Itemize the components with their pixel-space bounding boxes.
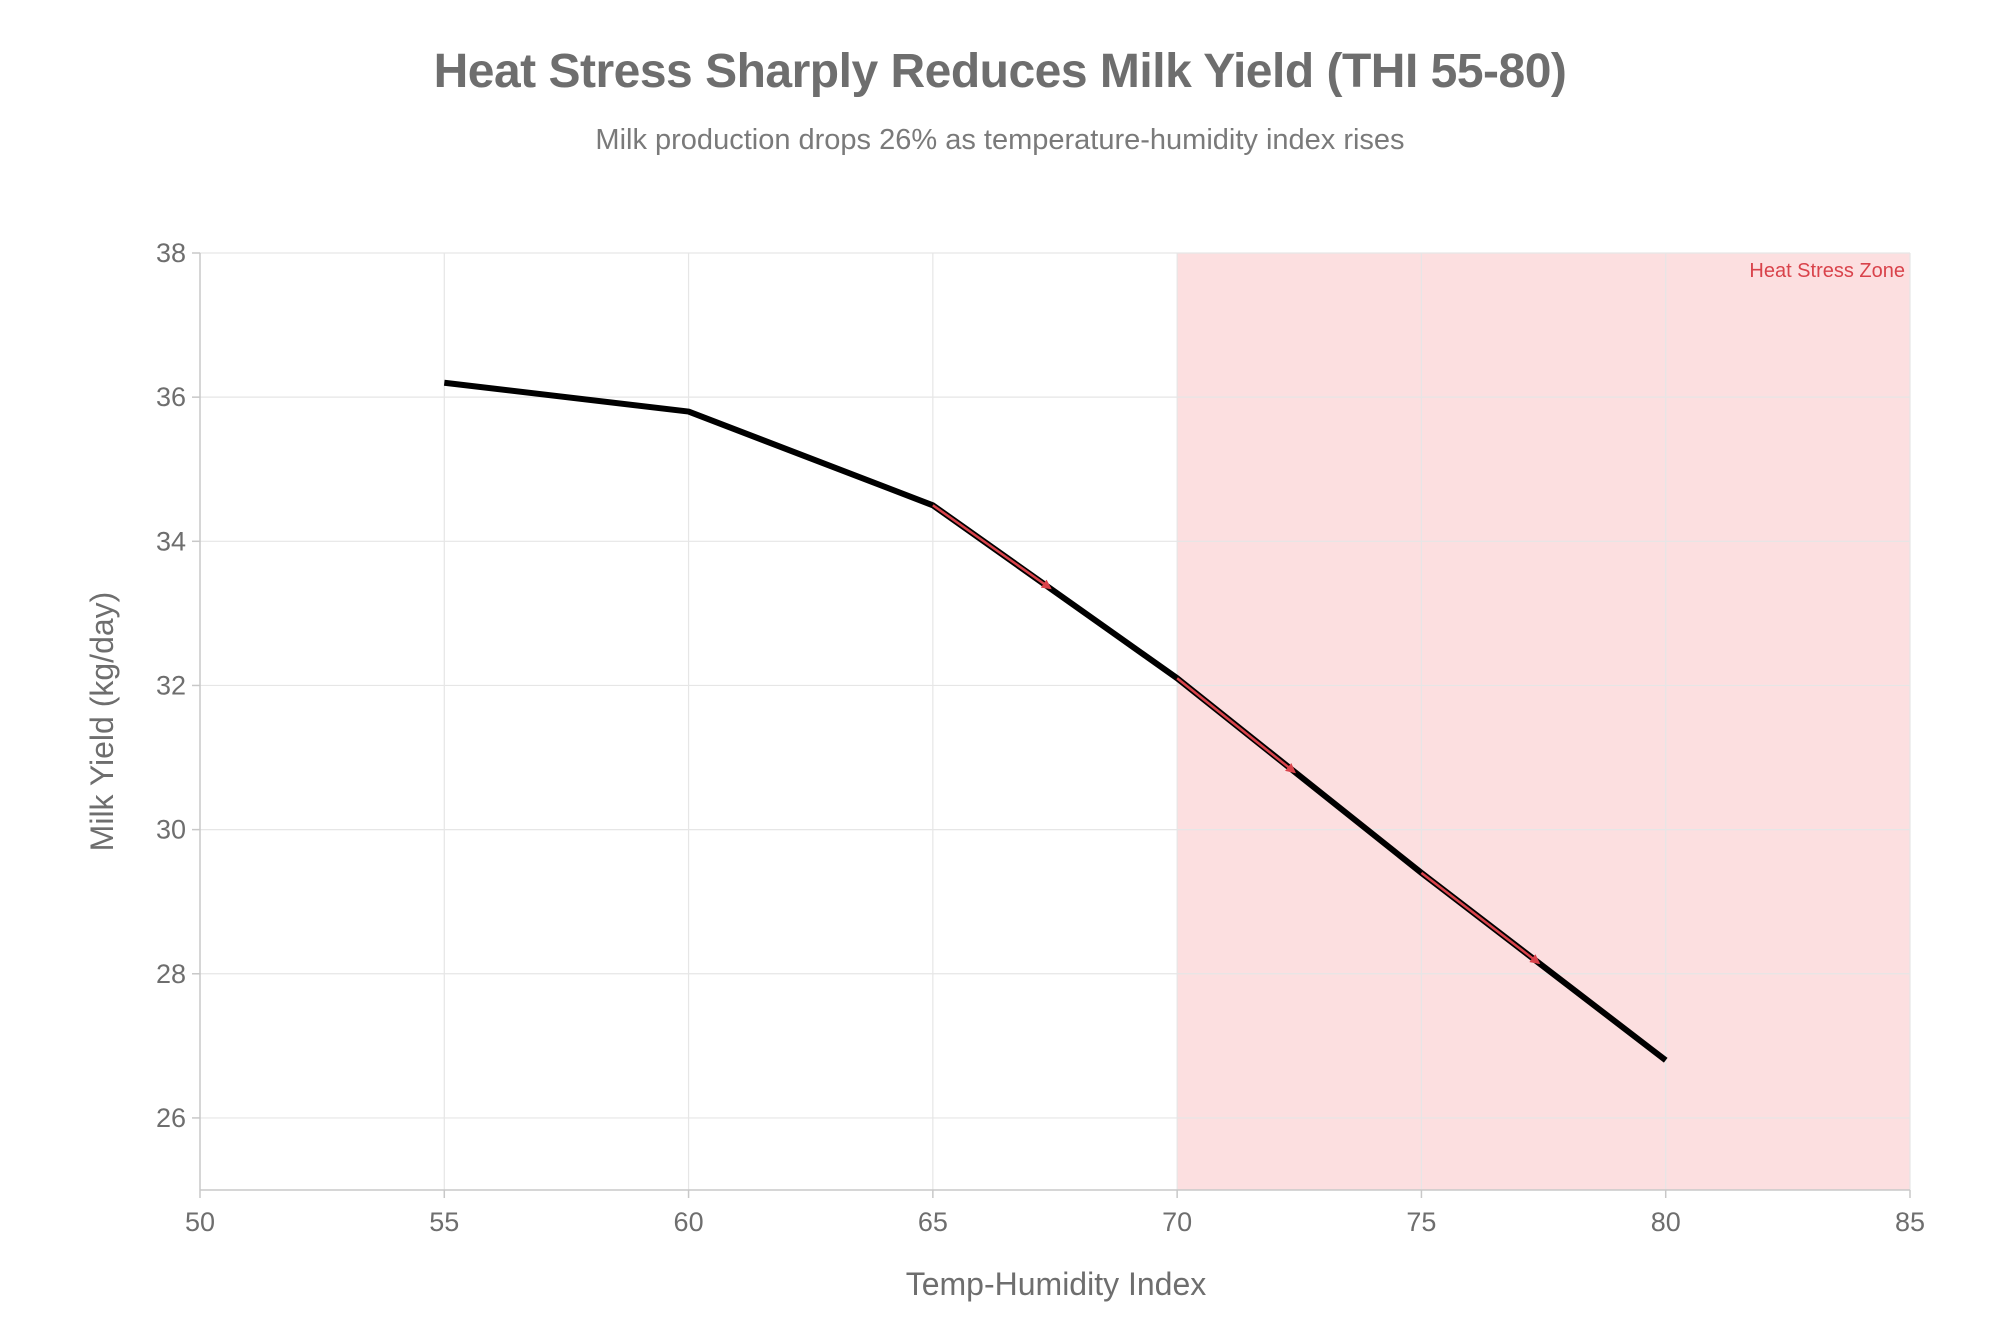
x-tick-label: 75 — [1406, 1207, 1436, 1237]
y-tick-label: 38 — [156, 238, 186, 268]
x-tick-label: 65 — [918, 1207, 948, 1237]
y-tick-label: 30 — [156, 815, 186, 845]
trend-arrow — [1176, 677, 1296, 774]
x-tick-label: 85 — [1895, 1207, 1925, 1237]
y-axis-title: Milk Yield (kg/day) — [84, 592, 120, 852]
heat-stress-zone — [1177, 253, 1910, 1190]
x-tick-label: 60 — [674, 1207, 704, 1237]
y-tick-label: 34 — [156, 526, 186, 556]
y-tick-label: 36 — [156, 382, 186, 412]
trend-arrow — [1420, 871, 1541, 965]
x-axis-title: Temp-Humidity Index — [906, 1266, 1207, 1302]
heat-stress-zone-label: Heat Stress Zone — [1749, 260, 1905, 282]
y-tick-label: 32 — [156, 670, 186, 700]
x-tick-label: 55 — [429, 1207, 459, 1237]
chart-title: Heat Stress Sharply Reduces Milk Yield (… — [433, 45, 1567, 98]
x-tick-label: 50 — [185, 1207, 215, 1237]
x-tick-label: 80 — [1651, 1207, 1681, 1237]
chart-subtitle: Milk production drops 26% as temperature… — [595, 124, 1405, 156]
y-tick-label: 26 — [156, 1103, 186, 1133]
y-tick-label: 28 — [156, 959, 186, 989]
trend-arrow — [932, 504, 1052, 590]
x-tick-label: 70 — [1162, 1207, 1192, 1237]
